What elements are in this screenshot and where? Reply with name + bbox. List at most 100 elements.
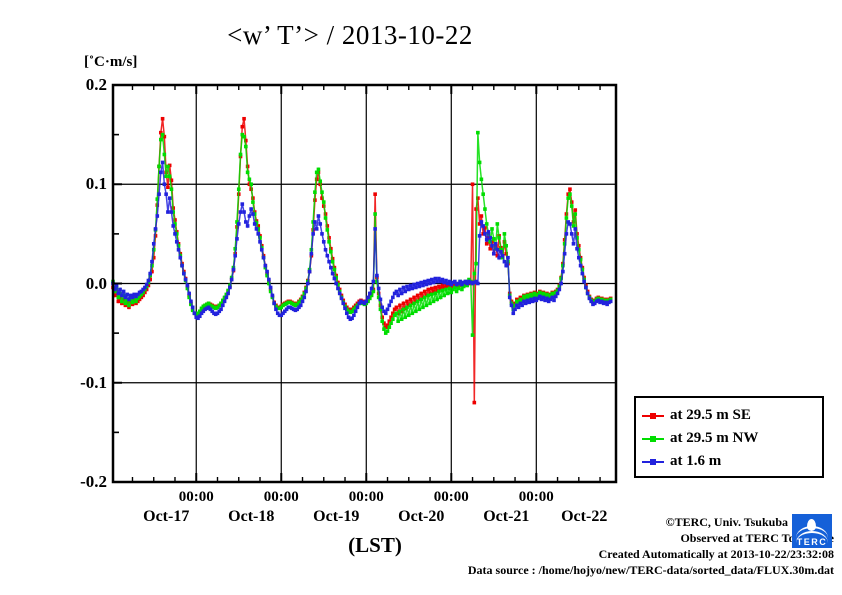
series-marker xyxy=(387,319,392,324)
series-marker xyxy=(380,319,385,324)
series-marker xyxy=(373,227,377,231)
series-marker xyxy=(389,315,393,320)
series-marker xyxy=(445,281,450,286)
series-marker xyxy=(323,247,328,252)
series-marker xyxy=(313,220,317,224)
series-marker xyxy=(435,297,439,302)
series-marker xyxy=(159,170,163,175)
series-marker xyxy=(329,265,333,270)
series-marker xyxy=(389,299,393,304)
series-marker xyxy=(196,316,200,321)
series-marker xyxy=(495,253,500,258)
series-marker xyxy=(529,292,533,297)
series-marker xyxy=(171,224,176,228)
series-marker xyxy=(346,315,351,320)
series-marker xyxy=(173,232,177,236)
series-marker xyxy=(375,279,379,284)
series-marker xyxy=(569,232,574,236)
series-marker xyxy=(387,325,392,329)
series-marker xyxy=(127,297,131,302)
series-marker xyxy=(477,222,482,226)
series-marker xyxy=(515,299,519,304)
series-marker xyxy=(344,311,349,316)
series-marker xyxy=(267,281,271,286)
series-marker xyxy=(320,232,324,236)
series-marker xyxy=(334,281,338,286)
series-marker xyxy=(127,303,131,308)
series-marker xyxy=(550,295,555,300)
series-marker xyxy=(488,246,493,251)
series-marker xyxy=(502,259,507,264)
series-marker xyxy=(249,182,253,187)
footer-data-source: Data source : /home/hojyo/new/TERC-data/… xyxy=(467,563,834,577)
series-marker xyxy=(164,192,168,196)
series-marker xyxy=(325,253,330,258)
y-axis-unit-text: [˚C·m/s] xyxy=(84,54,138,70)
series-marker xyxy=(306,281,310,286)
series-marker xyxy=(341,301,346,306)
series-marker xyxy=(309,251,314,256)
series-marker xyxy=(132,292,137,297)
series-marker xyxy=(449,290,454,295)
series-marker xyxy=(419,280,423,285)
series-marker xyxy=(162,134,167,139)
series-marker xyxy=(548,297,553,302)
series-marker xyxy=(313,190,317,194)
series-marker xyxy=(559,281,563,286)
series-marker xyxy=(371,279,376,284)
series-marker xyxy=(197,309,202,314)
series-marker xyxy=(240,132,245,137)
series-marker xyxy=(153,227,158,231)
series-marker xyxy=(522,299,526,304)
series-marker xyxy=(426,278,431,283)
series-marker xyxy=(300,299,305,304)
series-marker xyxy=(476,196,480,200)
series-marker xyxy=(456,281,461,286)
series-marker xyxy=(366,295,370,300)
series-marker xyxy=(428,281,432,286)
series-marker xyxy=(166,164,170,169)
series-marker xyxy=(527,300,532,305)
series-marker xyxy=(123,301,128,306)
series-marker xyxy=(323,216,328,220)
series-marker xyxy=(608,299,613,304)
series-marker xyxy=(274,304,278,309)
series-marker xyxy=(352,313,356,318)
series-marker xyxy=(265,269,269,274)
series-marker xyxy=(488,240,493,244)
series-marker xyxy=(369,286,374,291)
series-marker xyxy=(405,305,409,310)
footer-observed-at: Observed at TERC Tower site xyxy=(680,531,834,545)
series-marker xyxy=(562,251,567,256)
legend-item: at 29.5 m SE xyxy=(642,404,822,427)
series-marker xyxy=(112,287,117,292)
series-marker xyxy=(134,301,138,306)
series-marker xyxy=(495,222,500,226)
series-marker xyxy=(412,282,416,287)
series-marker xyxy=(405,284,409,289)
series-marker xyxy=(235,237,239,241)
series-marker xyxy=(385,307,390,312)
series-marker xyxy=(491,237,496,241)
series-marker xyxy=(530,299,535,304)
series-marker xyxy=(155,197,160,201)
series-marker xyxy=(337,291,342,296)
series-marker xyxy=(247,177,252,182)
series-marker xyxy=(157,164,161,169)
series-marker xyxy=(536,292,540,297)
series-marker xyxy=(575,246,579,251)
series-marker xyxy=(477,234,482,238)
series-marker xyxy=(589,299,593,304)
series-marker xyxy=(265,273,269,278)
series-marker xyxy=(155,214,160,218)
series-marker xyxy=(470,333,475,337)
series-marker xyxy=(571,224,576,228)
footer-created-at: Created Automatically at 2013-10-22/23:3… xyxy=(598,547,834,561)
series-marker xyxy=(417,284,422,289)
series-marker xyxy=(254,227,259,231)
series-marker xyxy=(183,277,188,282)
series-marker xyxy=(275,311,280,316)
series-marker xyxy=(391,295,395,300)
series-marker xyxy=(258,240,262,244)
series-marker xyxy=(470,182,475,187)
